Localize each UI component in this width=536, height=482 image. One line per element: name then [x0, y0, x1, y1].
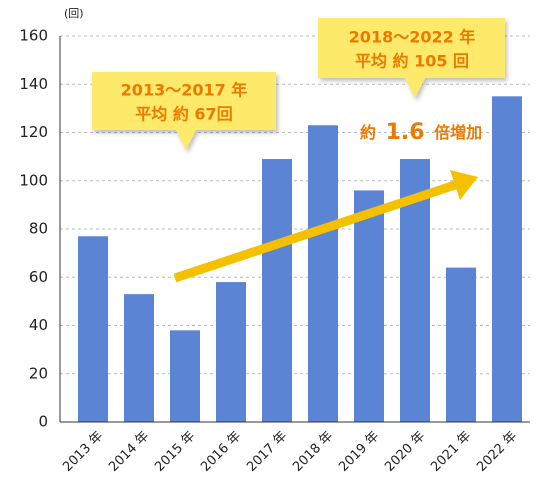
bar — [124, 294, 154, 422]
bar — [170, 330, 200, 422]
bar — [308, 125, 338, 422]
y-tick-label: 60 — [29, 268, 48, 286]
bar — [354, 190, 384, 422]
x-tick-label: 2022 年 — [474, 429, 520, 475]
callout-box — [318, 18, 505, 98]
x-tick-label: 2016 年 — [198, 429, 244, 475]
y-tick-label: 140 — [19, 75, 48, 93]
y-tick-label: 0 — [38, 413, 48, 431]
callout-text: 2013～2017 年 — [121, 81, 248, 100]
x-tick-label: 2013 年 — [60, 429, 106, 475]
growth-text: 約 1.6 倍増加 — [360, 120, 482, 145]
x-tick-label: 2015 年 — [152, 429, 198, 475]
growth-part: 約 — [360, 123, 376, 142]
x-tick-label: 2017 年 — [244, 429, 290, 475]
x-tick-label: 2019 年 — [336, 429, 382, 475]
y-tick-label: 40 — [29, 316, 48, 334]
callout-text: 平均 約 67回 — [135, 105, 232, 124]
x-tick-label: 2014 年 — [106, 429, 152, 475]
x-tick-label: 2021 年 — [428, 429, 474, 475]
y-tick-label: 20 — [29, 364, 48, 382]
callout-text: 2018～2022 年 — [349, 28, 476, 47]
callout-text: 平均 約 105 回 — [355, 52, 469, 71]
trend-arrow-head — [450, 170, 478, 200]
bar — [216, 282, 246, 422]
bar — [262, 159, 292, 422]
trend-arrow — [173, 179, 460, 283]
x-tick-label: 2018 年 — [290, 429, 336, 475]
x-tick-label: 2020 年 — [382, 429, 428, 475]
y-tick-label: 120 — [19, 123, 48, 141]
y-unit: (回) — [64, 7, 84, 20]
callout-box — [92, 72, 276, 150]
y-tick-label: 80 — [29, 220, 48, 238]
bar — [446, 267, 476, 422]
growth-part: 倍増加 — [434, 123, 482, 142]
bar — [492, 96, 522, 422]
y-tick-label: 160 — [19, 27, 48, 45]
growth-number: 1.6 — [386, 120, 425, 145]
bar — [78, 236, 108, 422]
y-tick-label: 100 — [19, 171, 48, 189]
